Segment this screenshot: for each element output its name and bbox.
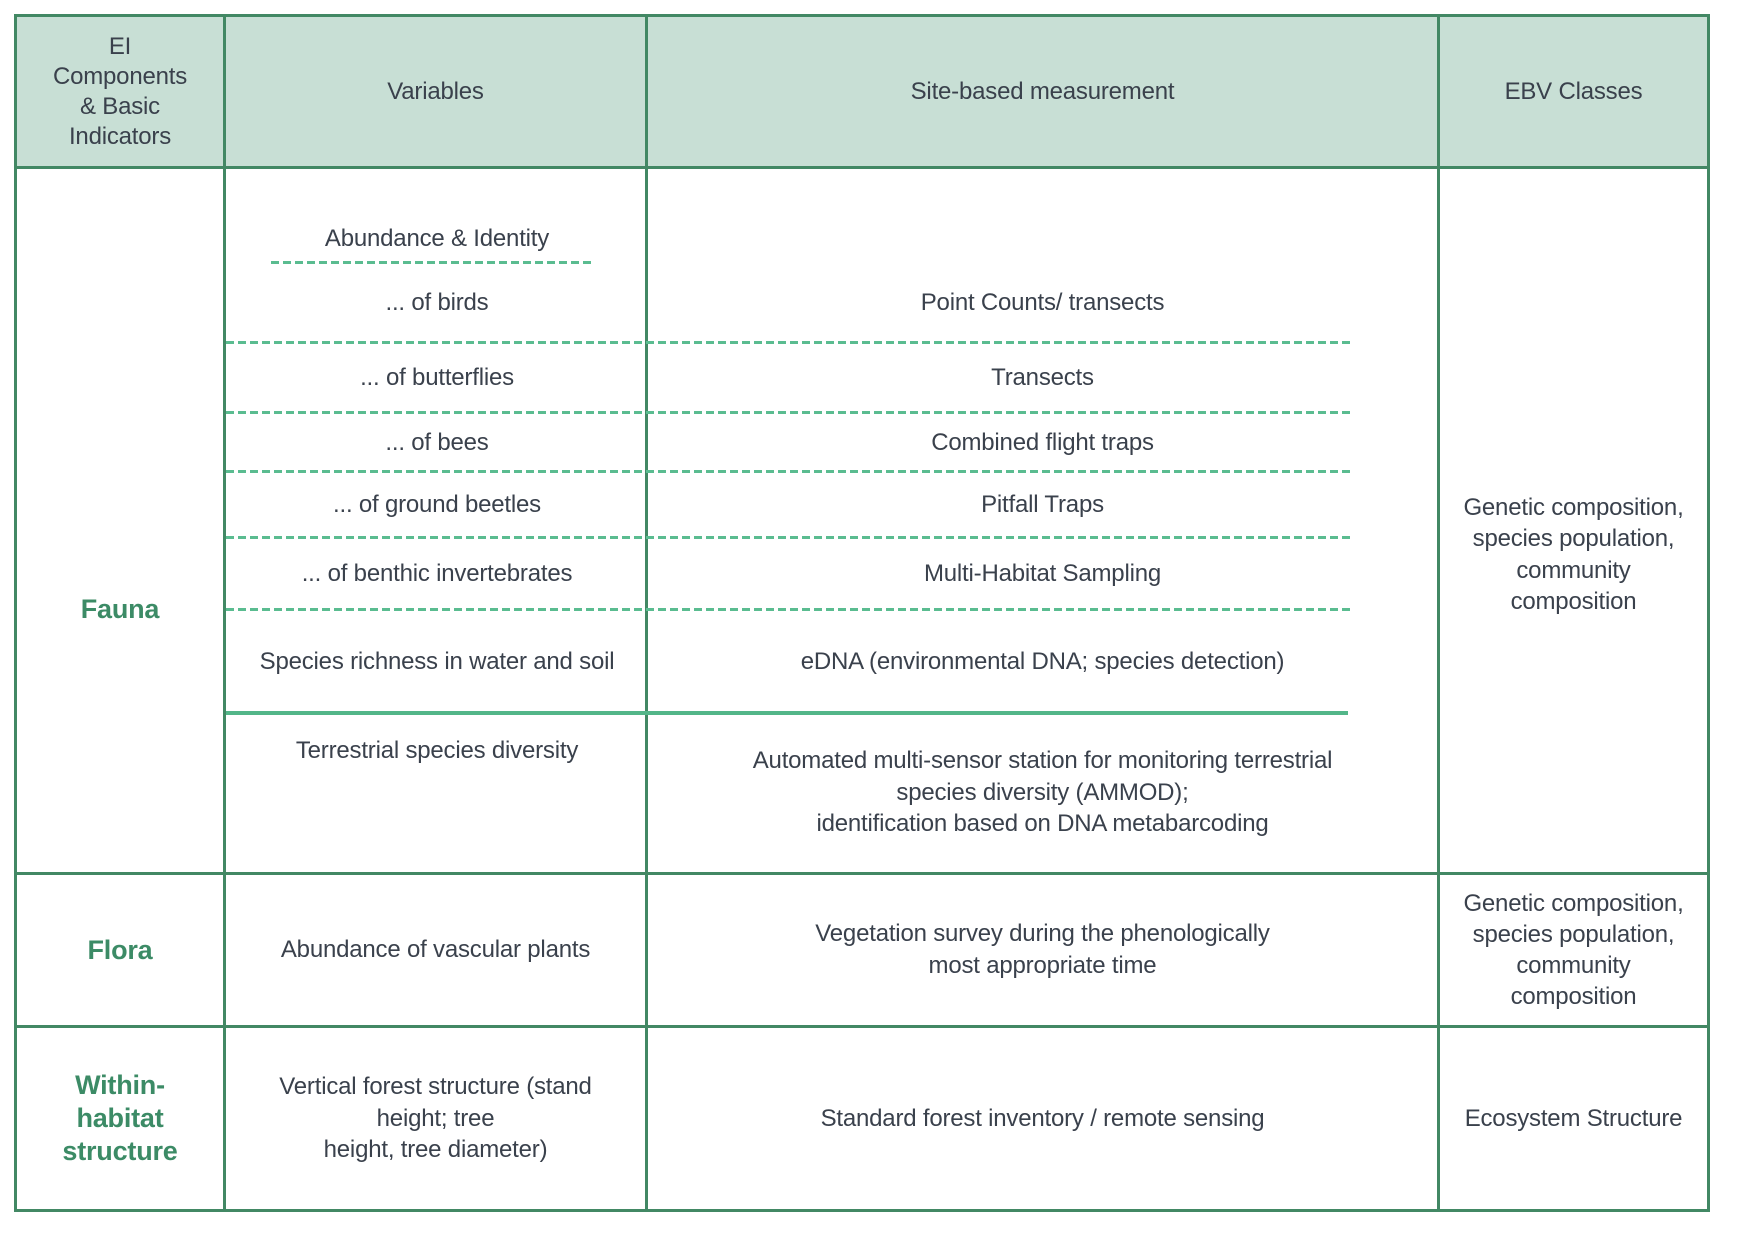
measurement-text: eDNA (environmental DNA; species detecti… xyxy=(800,647,1285,675)
dashed-row-separator xyxy=(226,341,1351,344)
dashed-row-separator xyxy=(226,411,1351,414)
dashed-row-separator xyxy=(226,608,1351,611)
header-variables: Variables xyxy=(226,17,648,169)
variable-text: ... of bees xyxy=(385,428,489,456)
flora-variable-text: Abundance of vascular plants xyxy=(280,936,591,963)
dashed-row-separator xyxy=(226,536,1351,539)
fauna-variables-subheader: Abundance & Identity xyxy=(324,225,550,252)
flora-label: Flora xyxy=(87,934,153,965)
fauna-ebv-text: Genetic composition, species population,… xyxy=(1463,494,1684,615)
flora-variable-cell: Abundance of vascular plants xyxy=(226,875,648,1028)
table-row: ... of birds Point Counts/ transects xyxy=(226,263,1437,344)
solid-row-separator xyxy=(226,711,1348,715)
table-row: ... of butterflies Transects xyxy=(226,343,1437,414)
variable-text: Species richness in water and soil xyxy=(259,647,615,675)
flora-measurement-cell: Vegetation survey during the phenologica… xyxy=(648,875,1440,1028)
variable-cell: ... of birds xyxy=(226,263,648,343)
header-ei-components-label: EI Components & Basic Indicators xyxy=(52,32,188,150)
table-row: ... of ground beetles Pitfall Traps xyxy=(226,472,1437,539)
table-row: ... of bees Combined flight traps xyxy=(226,413,1437,473)
flora-ebv-cell: Genetic composition, species population,… xyxy=(1440,875,1707,1028)
within-habitat-label: Within- habitat structure xyxy=(62,1070,178,1166)
variable-cell: Terrestrial species diversity xyxy=(226,713,648,872)
measurement-text: Point Counts/ transects xyxy=(920,289,1165,316)
fauna-subheader-empty-cell xyxy=(648,169,1437,263)
table: EI Components & Basic Indicators Variabl… xyxy=(14,14,1710,1212)
within-habitat-measurement-text: Standard forest inventory / remote sensi… xyxy=(820,1104,1265,1132)
measurement-text: Combined flight traps xyxy=(931,428,1154,456)
table-row: Species richness in water and soil eDNA … xyxy=(226,610,1437,715)
dashed-underline xyxy=(271,261,595,264)
fauna-label: Fauna xyxy=(80,594,160,624)
variable-cell: ... of benthic invertebrates xyxy=(226,538,648,610)
measurement-cell: eDNA (environmental DNA; species detecti… xyxy=(648,610,1437,713)
fauna-variables-subheader-cell: Abundance & Identity xyxy=(226,169,648,263)
measurement-cell: Multi-Habitat Sampling xyxy=(648,538,1437,610)
variable-cell: Species richness in water and soil xyxy=(226,610,648,713)
within-habitat-row-label-cell: Within- habitat structure xyxy=(17,1028,226,1209)
variable-cell: ... of ground beetles xyxy=(226,472,648,538)
header-site-based-measurement: Site-based measurement xyxy=(648,17,1440,169)
fauna-subheader-row: Abundance & Identity xyxy=(226,169,1437,264)
variable-text: Terrestrial species diversity xyxy=(295,737,579,764)
within-habitat-measurement-cell: Standard forest inventory / remote sensi… xyxy=(648,1028,1440,1209)
flora-ebv-text: Genetic composition, species population,… xyxy=(1463,889,1684,1011)
header-site-based-measurement-label: Site-based measurement xyxy=(910,77,1175,105)
variable-text: ... of butterflies xyxy=(360,364,514,391)
measurement-cell: Pitfall Traps xyxy=(648,472,1437,538)
fauna-variables-measurements: Abundance & Identity ... of birds Point … xyxy=(226,169,1440,875)
table-row: Terrestrial species diversity Automated … xyxy=(226,713,1437,872)
column-divider-line xyxy=(645,169,648,872)
measurement-cell: Automated multi-sensor station for monit… xyxy=(648,713,1437,872)
header-ebv-classes: EBV Classes xyxy=(1440,17,1707,169)
measurement-cell: Combined flight traps xyxy=(648,413,1437,472)
measurement-cell: Transects xyxy=(648,343,1437,413)
flora-measurement-text: Vegetation survey during the phenologica… xyxy=(815,920,1270,979)
measurement-text: Transects xyxy=(991,364,1094,391)
fauna-row-label-cell: Fauna xyxy=(17,169,226,875)
within-habitat-ebv-text: Ecosystem Structure xyxy=(1464,1104,1683,1132)
variable-cell: ... of butterflies xyxy=(226,343,648,413)
header-variables-label: Variables xyxy=(387,77,484,105)
within-habitat-ebv-cell: Ecosystem Structure xyxy=(1440,1028,1707,1209)
dashed-row-separator xyxy=(226,470,1351,473)
variable-text: ... of benthic invertebrates xyxy=(301,560,573,587)
measurement-cell: Point Counts/ transects xyxy=(648,263,1437,343)
header-ei-components: EI Components & Basic Indicators xyxy=(17,17,226,169)
within-habitat-variable-text: Vertical forest structure (stand height;… xyxy=(279,1072,592,1164)
table-row: ... of benthic invertebrates Multi-Habit… xyxy=(226,538,1437,611)
measurement-text: Pitfall Traps xyxy=(981,491,1104,518)
within-habitat-variable-cell: Vertical forest structure (stand height;… xyxy=(226,1028,648,1209)
header-ebv-classes-label: EBV Classes xyxy=(1504,77,1643,105)
fauna-ebv-cell: Genetic composition, species population,… xyxy=(1440,169,1707,875)
measurement-text: Multi-Habitat Sampling xyxy=(923,560,1162,587)
variable-text: ... of birds xyxy=(385,289,489,316)
variable-cell: ... of bees xyxy=(226,413,648,472)
variable-text: ... of ground beetles xyxy=(333,491,541,518)
measurement-text: Automated multi-sensor station for monit… xyxy=(752,746,1333,838)
flora-row-label-cell: Flora xyxy=(17,875,226,1028)
